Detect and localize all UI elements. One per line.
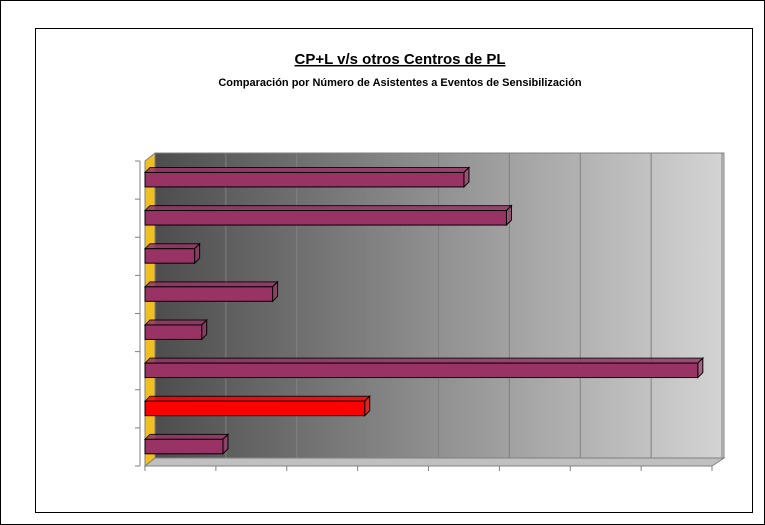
bar-face xyxy=(143,395,371,402)
bar xyxy=(143,394,371,417)
bar xyxy=(143,242,201,265)
chart-title: CP+L v/s otros Centros de PL xyxy=(294,51,505,68)
bar-face xyxy=(143,243,201,250)
bar-face xyxy=(143,433,230,440)
bar-face xyxy=(143,281,279,288)
bar xyxy=(143,204,513,227)
bar-face xyxy=(144,171,465,188)
bar-face xyxy=(144,286,274,302)
bar-face xyxy=(144,210,507,226)
bar-face xyxy=(144,324,203,340)
bar xyxy=(143,318,208,341)
bar-face xyxy=(144,438,224,455)
chart-subtitle: Comparación por Número de Asistentes a E… xyxy=(218,77,582,89)
bar xyxy=(143,166,471,189)
bar-face xyxy=(143,205,513,212)
bar-face xyxy=(143,319,208,326)
floor xyxy=(143,457,726,467)
side-wall xyxy=(144,151,156,468)
bar-face xyxy=(143,166,471,173)
bar xyxy=(143,356,705,379)
bar-face xyxy=(144,400,366,417)
bar-face xyxy=(144,248,196,264)
bar xyxy=(143,433,230,456)
bar xyxy=(143,280,279,303)
bar-face xyxy=(143,357,705,364)
bar-face xyxy=(144,362,699,379)
